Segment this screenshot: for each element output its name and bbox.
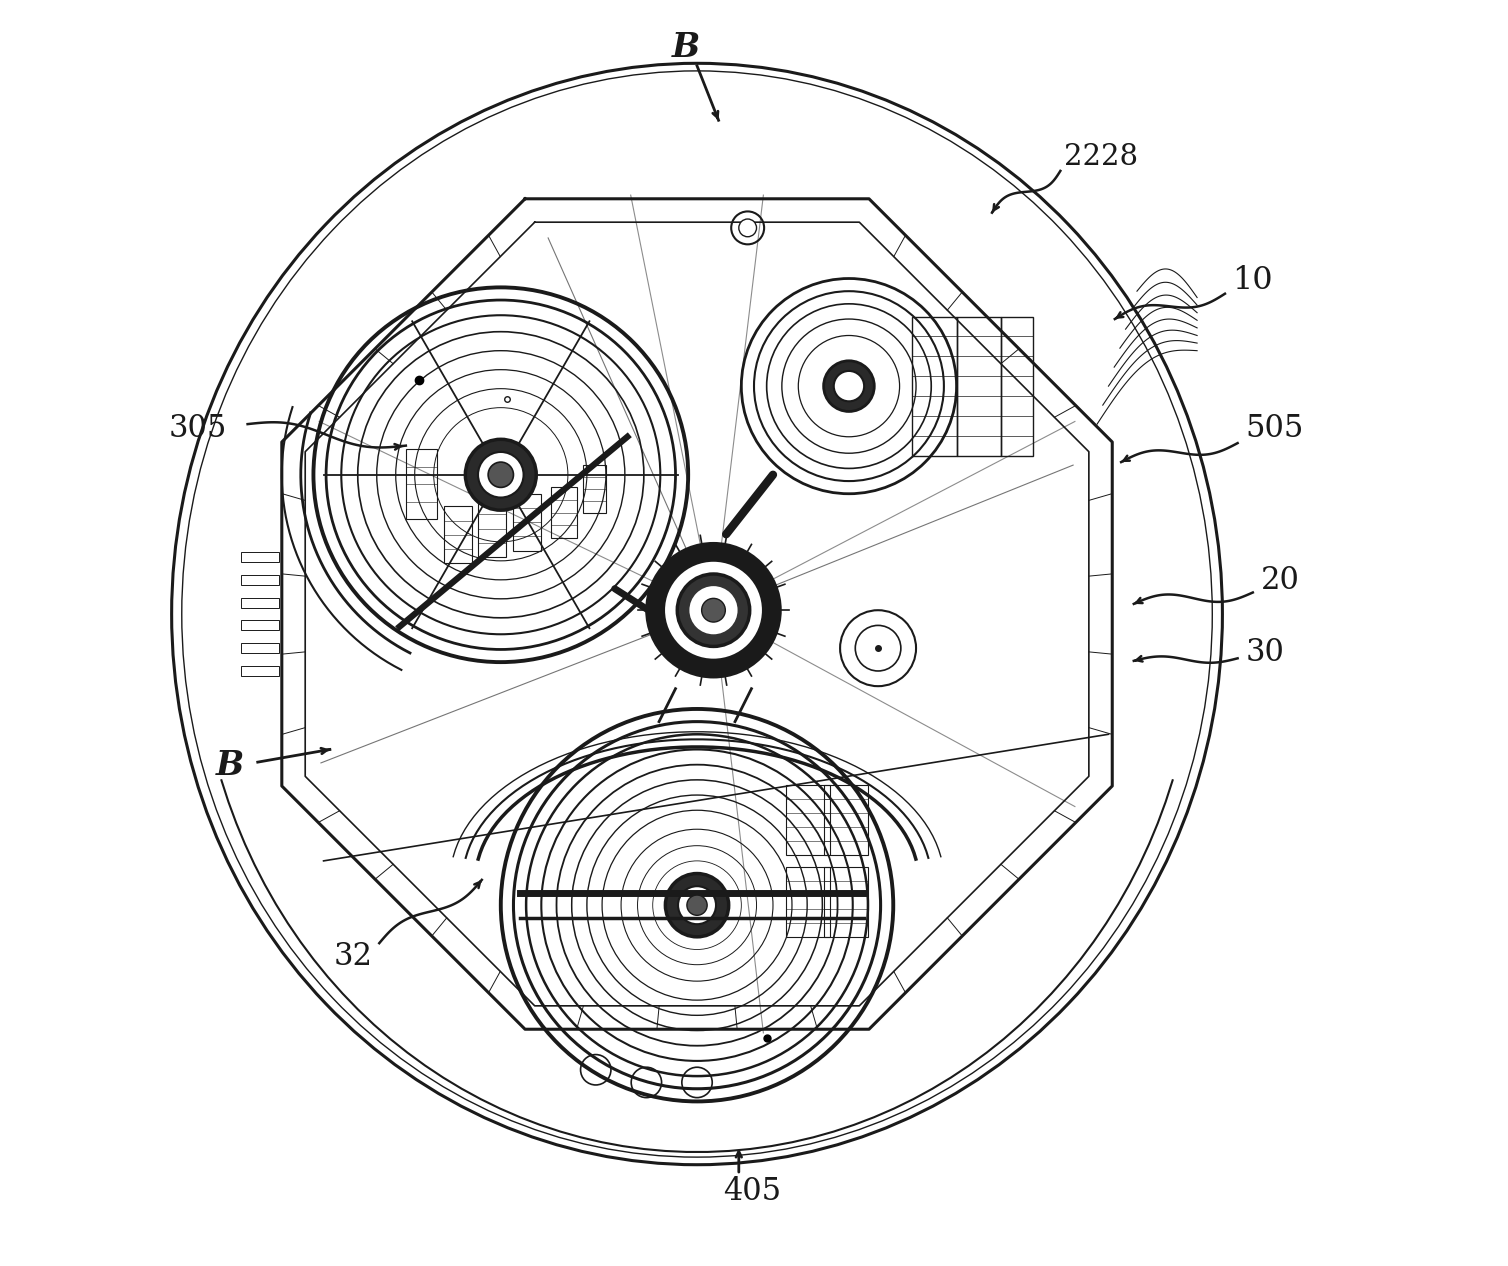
Circle shape [701, 599, 725, 622]
Bar [241, 666, 279, 676]
Circle shape [679, 886, 716, 924]
Bar [241, 552, 279, 562]
Bar [956, 316, 1001, 456]
Circle shape [665, 874, 728, 937]
Text: 405: 405 [724, 1176, 781, 1208]
Circle shape [478, 452, 523, 498]
Text: 505: 505 [1246, 413, 1303, 444]
Circle shape [489, 462, 513, 487]
Text: 2228: 2228 [1065, 143, 1139, 171]
Text: B: B [671, 30, 700, 65]
Text: 305: 305 [169, 413, 228, 444]
Text: 10: 10 [1232, 265, 1273, 296]
Bar [241, 643, 279, 653]
Text: 30: 30 [1246, 637, 1285, 668]
Bar [406, 449, 437, 519]
Circle shape [667, 563, 762, 657]
Bar [786, 867, 829, 937]
Circle shape [834, 371, 864, 401]
Bar [584, 465, 606, 513]
Bar [786, 785, 829, 855]
Bar [241, 620, 279, 630]
Text: 32: 32 [333, 941, 372, 972]
Bar [513, 494, 541, 551]
Bar [1001, 316, 1033, 456]
Circle shape [739, 219, 757, 237]
Bar [912, 316, 956, 456]
Bar [241, 575, 279, 585]
Bar [443, 506, 472, 563]
Bar [478, 500, 505, 557]
Circle shape [688, 895, 707, 915]
Circle shape [691, 587, 736, 633]
Bar [552, 487, 576, 538]
Circle shape [677, 573, 749, 647]
Bar [241, 598, 279, 608]
Circle shape [647, 544, 780, 676]
Text: B: B [216, 748, 244, 782]
Circle shape [823, 361, 875, 411]
Bar [823, 867, 869, 937]
Bar [823, 785, 869, 855]
Circle shape [466, 439, 537, 510]
Text: 20: 20 [1261, 565, 1300, 596]
